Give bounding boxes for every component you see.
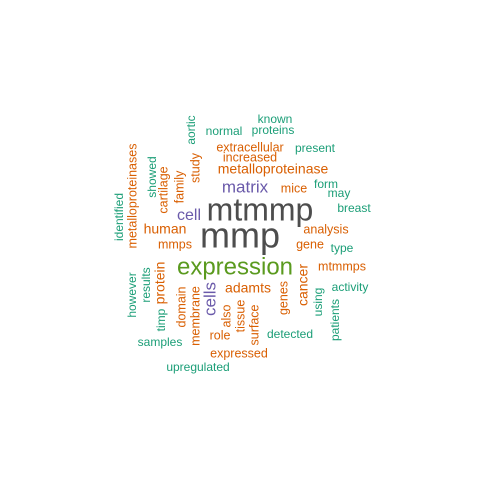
- word-metalloproteinase: metalloproteinase: [218, 161, 329, 177]
- word-mmps: mmps: [158, 237, 192, 251]
- word-expressed: expressed: [210, 346, 268, 360]
- word-cartilage: cartilage: [156, 166, 170, 213]
- word-mmp: mmp: [200, 215, 280, 256]
- word-metalloproteinases: metalloproteinases: [125, 144, 139, 249]
- word-increased: increased: [223, 150, 277, 164]
- word-domain: domain: [174, 286, 188, 327]
- word-normal: normal: [206, 124, 243, 138]
- word-cancer: cancer: [295, 264, 311, 306]
- word-matrix: matrix: [222, 177, 269, 196]
- word-breast: breast: [337, 201, 371, 215]
- word-protein: protein: [152, 262, 168, 305]
- word-mtmmp: mtmmp: [207, 191, 314, 227]
- word-cells: cells: [200, 282, 219, 316]
- word-timp: timp: [154, 308, 168, 331]
- word-adamts: adamts: [225, 280, 271, 296]
- word-may: may: [328, 186, 351, 200]
- word-known: known: [258, 112, 293, 126]
- word-using: using: [311, 288, 325, 317]
- word-form: form: [314, 177, 338, 191]
- word-activity: activity: [332, 280, 369, 294]
- word-membrane: membrane: [188, 286, 202, 346]
- word-mtmmps: mtmmps: [318, 259, 366, 273]
- word-however: however: [125, 272, 139, 317]
- word-also: also: [219, 304, 233, 327]
- word-identified: identified: [112, 193, 126, 241]
- word-patients: patients: [328, 299, 342, 341]
- word-genes: genes: [276, 281, 290, 315]
- word-human: human: [144, 221, 187, 237]
- word-gene: gene: [296, 237, 324, 251]
- word-aortic: aortic: [184, 115, 198, 144]
- word-proteins: proteins: [252, 123, 295, 137]
- word-cell: cell: [177, 207, 201, 224]
- word-showed: showed: [145, 156, 159, 197]
- word-family: family: [172, 170, 186, 203]
- word-surface: surface: [247, 304, 261, 345]
- word-extracellular: extracellular: [216, 140, 283, 154]
- word-study: study: [188, 152, 202, 183]
- word-mice: mice: [281, 181, 307, 195]
- word-type: type: [331, 241, 354, 255]
- word-expression: expression: [177, 253, 293, 280]
- word-tissue: tissue: [233, 300, 247, 333]
- word-analysis: analysis: [303, 222, 348, 236]
- word-present: present: [295, 141, 336, 155]
- word-upregulated: upregulated: [166, 360, 229, 374]
- word-results: results: [139, 267, 153, 302]
- word-detected: detected: [267, 327, 313, 341]
- word-samples: samples: [138, 335, 183, 349]
- word-role: role: [210, 328, 231, 342]
